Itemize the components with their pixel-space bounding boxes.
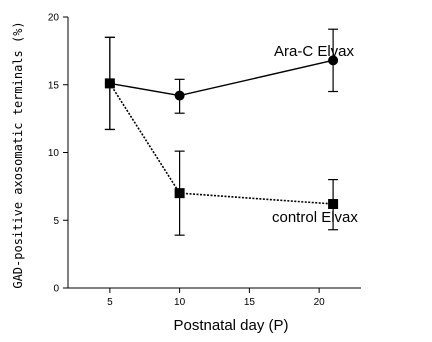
data-point-square	[174, 188, 185, 199]
x-tick-label: 5	[107, 297, 113, 308]
y-tick-label: 5	[53, 216, 59, 227]
series-line	[109, 59, 334, 97]
x-tick-label: 15	[244, 297, 256, 308]
y-tick-label: 20	[48, 13, 60, 24]
series-layer	[104, 28, 339, 236]
x-tick-label: 20	[314, 297, 326, 308]
series-label-ara-c-elvax: Ara-C Elvax	[274, 43, 355, 60]
data-point-square	[328, 198, 339, 209]
series-line	[109, 82, 334, 205]
data-point-circle	[104, 78, 115, 89]
y-axis: 0 5 10 15 20	[48, 13, 69, 295]
x-axis-title: Postnatal day (P)	[173, 317, 288, 334]
x-axis: 5 10 15 20	[68, 287, 361, 308]
series-0	[104, 28, 339, 131]
series-label-control-elvax: control Elvax	[272, 209, 358, 226]
y-axis-title: GAD-positive axosomatic terminals (%)	[11, 21, 25, 288]
data-point-circle	[328, 55, 339, 66]
y-tick-label: 0	[53, 284, 59, 295]
x-tick-label: 10	[174, 297, 186, 308]
y-tick-label: 15	[48, 80, 60, 91]
data-point-circle	[174, 90, 185, 101]
y-tick-label: 10	[48, 148, 60, 159]
